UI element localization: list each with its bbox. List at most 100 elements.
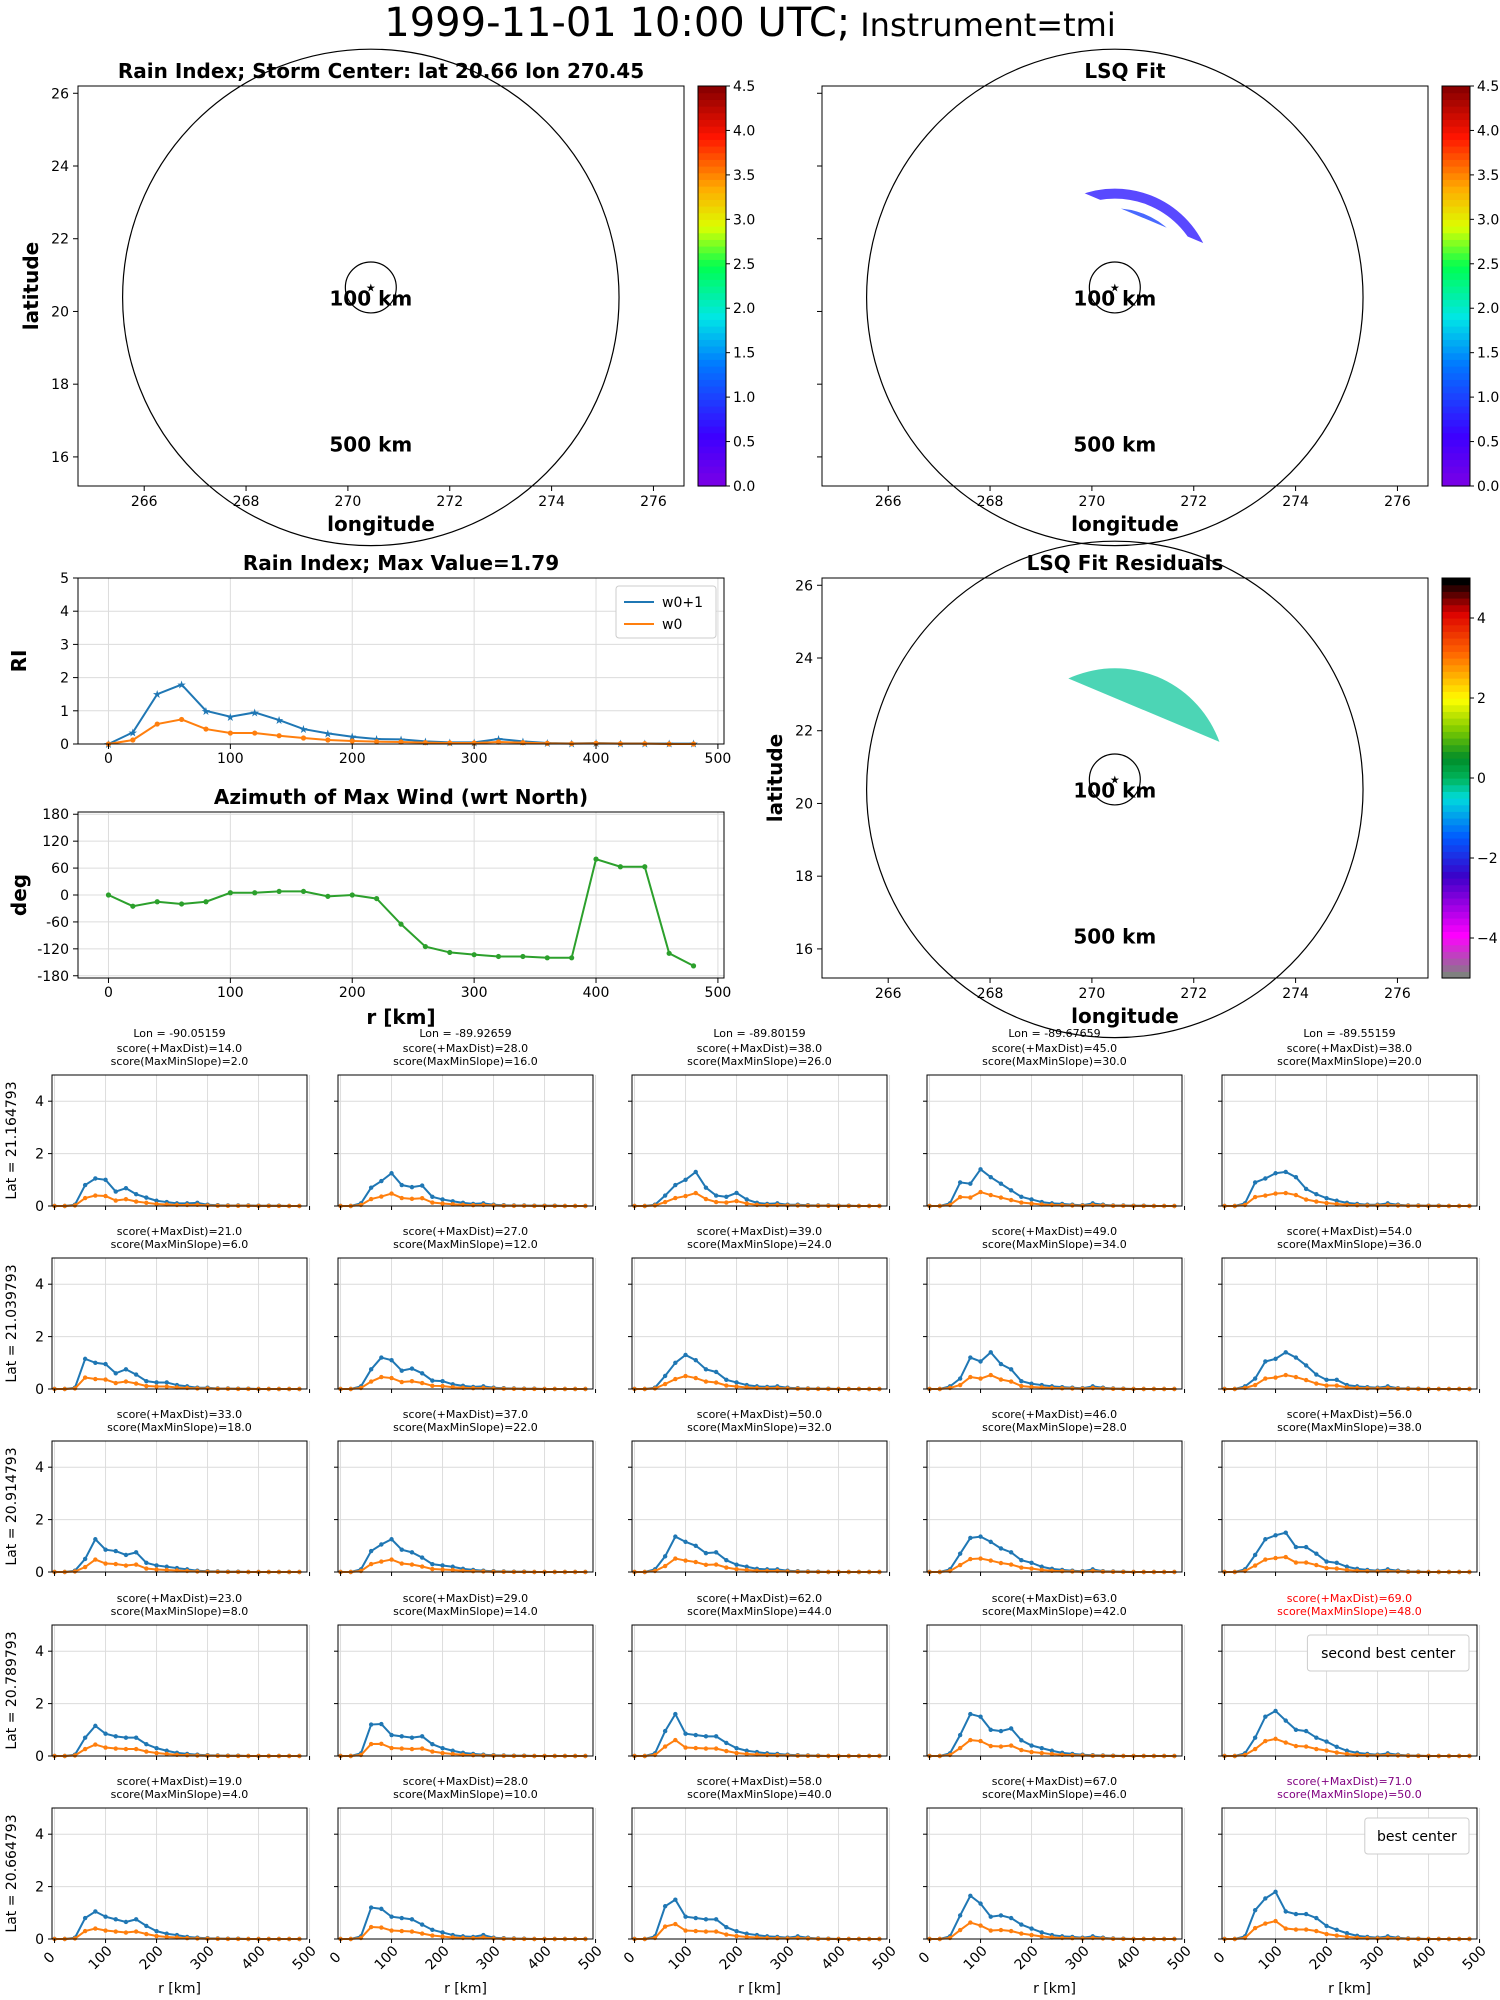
score-maxminslope: score(MaxMinSlope)=12.0 (393, 1238, 538, 1251)
map-xlabel: longitude (1071, 512, 1179, 536)
data-point (113, 1198, 118, 1203)
data-point (419, 1371, 425, 1376)
data-point (673, 1556, 678, 1561)
colorbar-cell (1442, 339, 1470, 347)
data-point (734, 1567, 739, 1572)
panel-lon-label: Lon = -89.80159 (713, 1027, 805, 1040)
x-tick-label: 500 (705, 985, 732, 1001)
colorbar-cell (1442, 804, 1470, 812)
data-point (123, 1197, 129, 1202)
data-point (409, 1562, 415, 1567)
data-point (1354, 1203, 1360, 1208)
y-tick-label: 4 (35, 1827, 44, 1843)
map-frame (821, 577, 1429, 979)
y-tick-label: 0 (35, 1932, 44, 1948)
data-point (1008, 1197, 1014, 1203)
candidate-panel-r3c4: score(+MaxDist)=46.0score(MaxMinSlope)=2… (923, 1408, 1186, 1576)
data-point (154, 1380, 159, 1385)
data-point (998, 1744, 1004, 1749)
data-point (593, 740, 599, 746)
colorbar-cell (698, 279, 726, 287)
colorbar-cell (1442, 206, 1470, 214)
rain-cell-0 (300, 205, 361, 279)
data-point (998, 1361, 1004, 1367)
plot-frame (337, 1257, 594, 1390)
data-point (440, 1378, 445, 1384)
colorbar-cell (698, 112, 726, 120)
data-point (325, 737, 331, 743)
colorbar-tick-label: −4 (1477, 931, 1498, 947)
candidate-panel-r5c2: 0 100 200 300 400 500 r [km] score(+MaxDist)=28… (327, 1775, 606, 1997)
colorbar-cell (1442, 466, 1470, 474)
x-tick-label: 300 (188, 1943, 218, 1973)
data-point (713, 1369, 719, 1375)
data-point (744, 1564, 749, 1569)
colorbar-cell (1442, 958, 1470, 966)
data-point (144, 1749, 149, 1754)
colorbar-cell (1442, 738, 1470, 746)
data-point (764, 1386, 770, 1391)
x-tick-label: 300 (474, 1943, 504, 1973)
series-w0plus1 (634, 1712, 880, 1757)
data-point (358, 1385, 364, 1391)
data-point (93, 1723, 98, 1729)
data-point (103, 1377, 108, 1382)
data-point (957, 1745, 963, 1751)
data-point (419, 1555, 425, 1560)
colorbar-cell (1442, 831, 1470, 839)
data-point (349, 892, 355, 898)
data-point (419, 1196, 425, 1201)
data-point (775, 1753, 780, 1758)
colorbar-cell (1442, 86, 1470, 94)
data-point (775, 1568, 780, 1574)
data-point (662, 1563, 668, 1569)
data-point (203, 726, 209, 732)
data-point (144, 1923, 149, 1929)
data-point (389, 1928, 394, 1933)
panel-xlabel: r [km] (738, 1981, 781, 1997)
colorbar-cell (1442, 891, 1470, 899)
data-point (164, 1380, 169, 1385)
data-point (666, 950, 672, 956)
x-tick-label: 500 (576, 1943, 606, 1973)
data-point (399, 1746, 404, 1751)
data-point (419, 1380, 425, 1386)
colorbar-cell (1442, 858, 1470, 866)
resid-cell-4 (969, 830, 981, 842)
data-point (520, 953, 526, 960)
data-point (133, 1199, 139, 1204)
series-w0plus1 (634, 1353, 880, 1390)
data-point (593, 856, 599, 862)
data-point (764, 1935, 770, 1941)
colorbar-cell (698, 92, 726, 100)
data-point (1039, 1567, 1044, 1573)
colorbar-cell (1442, 252, 1470, 260)
y-tick-label: 0 (60, 888, 69, 904)
panel-xlabel: r [km] (1033, 1981, 1076, 1997)
x-tick-label: 0 (327, 1949, 345, 1967)
series-line-1 (108, 857, 694, 967)
data-point (1283, 1718, 1288, 1723)
data-point (1263, 1537, 1268, 1542)
score-maxminslope: score(MaxMinSlope)=28.0 (982, 1421, 1127, 1434)
y-tick-label: 0 (35, 1382, 44, 1398)
colorbar-cell (1442, 152, 1470, 160)
y-tick-label: 2 (35, 1697, 44, 1713)
plot-frame (631, 1074, 888, 1207)
data-point (93, 1176, 98, 1181)
data-point (399, 1182, 404, 1188)
data-point (133, 1381, 139, 1386)
score-maxdist: score(+MaxDist)=58.0 (697, 1775, 822, 1788)
plot-frame (631, 1440, 888, 1573)
x-tick-label: 100 (217, 985, 244, 1001)
data-point (93, 1537, 98, 1542)
data-point (1283, 1740, 1288, 1745)
panel-lon-label: Lon = -90.05159 (133, 1027, 225, 1040)
data-point (440, 1197, 445, 1202)
data-point (724, 1194, 729, 1200)
data-point (399, 1379, 404, 1385)
data-point (399, 1195, 404, 1201)
data-point (470, 1936, 476, 1941)
data-point (164, 1564, 169, 1569)
data-point (968, 1195, 973, 1200)
